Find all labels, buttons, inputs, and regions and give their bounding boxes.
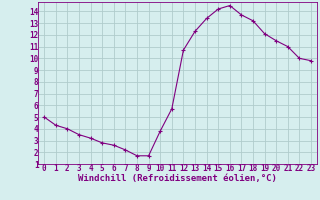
- X-axis label: Windchill (Refroidissement éolien,°C): Windchill (Refroidissement éolien,°C): [78, 174, 277, 183]
